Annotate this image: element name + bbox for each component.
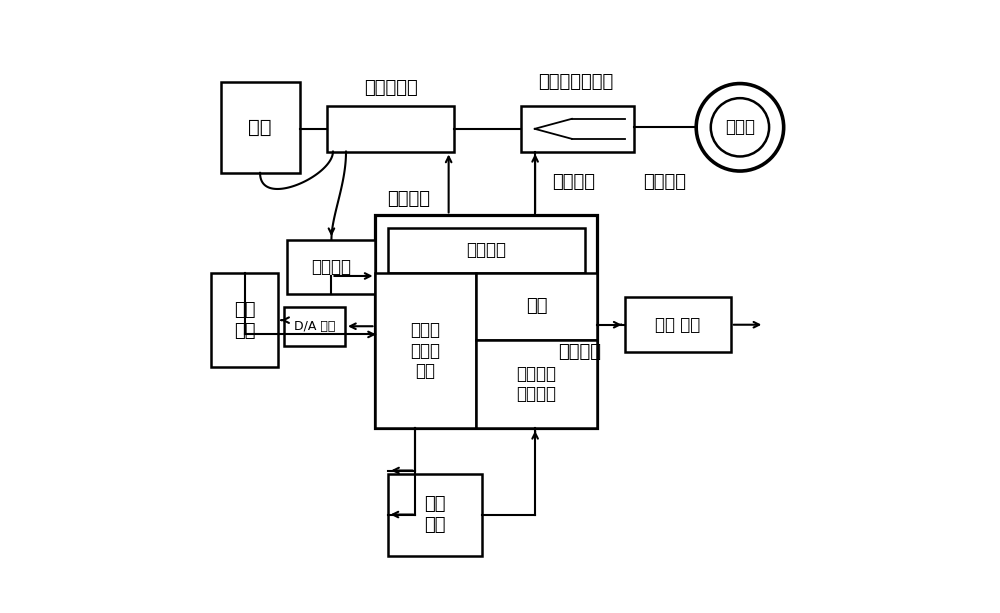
Bar: [211, 273, 278, 367]
Bar: [287, 240, 375, 294]
Bar: [375, 215, 597, 428]
Text: 宽频相位调制器: 宽频相位调制器: [538, 73, 614, 91]
Text: 转速输出: 转速输出: [558, 343, 601, 361]
Text: 其他: 其他: [526, 297, 547, 316]
Text: 转速闭环: 转速闭环: [643, 173, 686, 191]
Text: 调制系数
解调模块: 调制系数 解调模块: [516, 365, 556, 403]
Text: 渡越时
间解调
模块: 渡越时 间解调 模块: [411, 321, 441, 380]
Bar: [476, 340, 597, 428]
Text: 固定
晶振: 固定 晶振: [234, 301, 256, 340]
Text: 光纤环: 光纤环: [725, 118, 755, 136]
Bar: [388, 227, 585, 273]
Text: 第二
闭环: 第二 闭环: [424, 495, 445, 534]
Bar: [476, 273, 597, 340]
Bar: [375, 273, 476, 428]
Bar: [521, 106, 634, 151]
Text: 串行 接口: 串行 接口: [655, 316, 700, 333]
Text: 光源: 光源: [248, 118, 272, 137]
Bar: [327, 106, 454, 151]
Text: 控制电路: 控制电路: [388, 190, 431, 208]
Text: 复合调制: 复合调制: [552, 173, 595, 191]
Bar: [221, 82, 300, 173]
Bar: [625, 297, 731, 352]
Text: D/A 转换: D/A 转换: [294, 320, 335, 333]
Bar: [284, 306, 345, 346]
Text: 光纤耦合器: 光纤耦合器: [364, 79, 418, 97]
Text: 转速解调: 转速解调: [466, 242, 506, 259]
Bar: [388, 474, 482, 555]
Text: 信号探测: 信号探测: [311, 258, 351, 276]
